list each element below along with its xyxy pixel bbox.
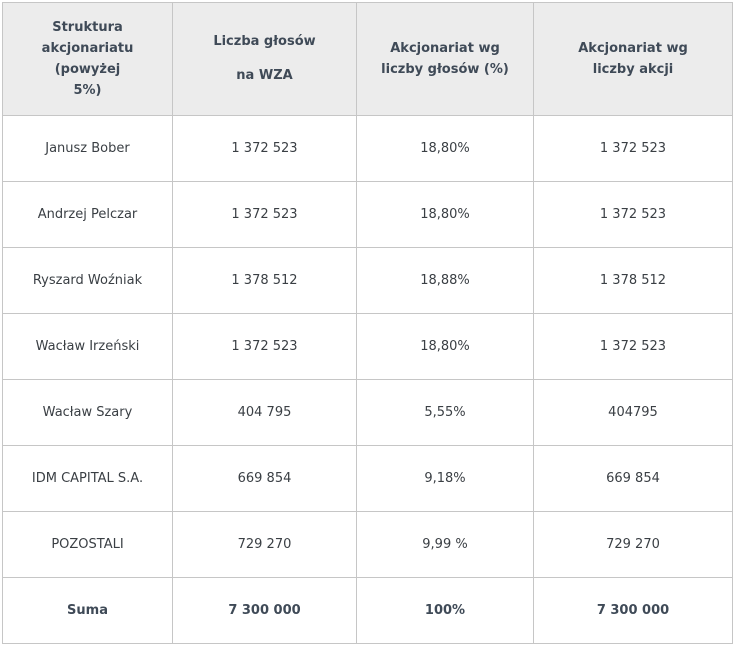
shareholder-name-cell: POZOSTALI: [2, 511, 173, 578]
shares-cell: 404795: [533, 379, 733, 446]
votes-percent-cell: 5,55%: [356, 379, 534, 446]
votes-cell: 1 372 523: [172, 115, 357, 182]
table-row: Ryszard Woźniak 1 378 512 18,88% 1 378 5…: [2, 247, 733, 314]
header-text-line: liczby głosów (%): [381, 62, 509, 77]
votes-percent-cell: 18,80%: [356, 181, 534, 248]
shareholder-name-cell: Wacław Szary: [2, 379, 173, 446]
votes-percent-cell: 18,80%: [356, 115, 534, 182]
votes-cell: 669 854: [172, 445, 357, 512]
shares-cell: 729 270: [533, 511, 733, 578]
table-row: Janusz Bober 1 372 523 18,80% 1 372 523: [2, 115, 733, 182]
votes-percent-cell: 9,18%: [356, 445, 534, 512]
shareholder-name-cell: Janusz Bober: [2, 115, 173, 182]
votes-percent-cell: 18,88%: [356, 247, 534, 314]
shareholder-name-cell: IDM CAPITAL S.A.: [2, 445, 173, 512]
votes-cell: 1 378 512: [172, 247, 357, 314]
header-text-line: liczby akcji: [592, 62, 674, 77]
shareholder-name-cell: Ryszard Woźniak: [2, 247, 173, 314]
table-body: Janusz Bober 1 372 523 18,80% 1 372 523 …: [2, 115, 733, 644]
header-votes-percent: Akcjonariat wg liczby głosów (%): [356, 2, 534, 116]
votes-cell: 729 270: [172, 511, 357, 578]
votes-cell: 404 795: [172, 379, 357, 446]
header-row: Struktura akcjonariatu (powyżej 5%) Licz…: [2, 2, 733, 116]
table-row: Wacław Irzeński 1 372 523 18,80% 1 372 5…: [2, 313, 733, 380]
header-text-line: Akcjonariat wg: [578, 41, 688, 56]
shares-cell: 1 378 512: [533, 247, 733, 314]
header-text-line: 5%): [73, 83, 102, 98]
shares-cell: 1 372 523: [533, 181, 733, 248]
table-row: IDM CAPITAL S.A. 669 854 9,18% 669 854: [2, 445, 733, 512]
header-text-line: Liczba głosów: [213, 34, 316, 49]
table-row: Wacław Szary 404 795 5,55% 404795: [2, 379, 733, 446]
table-row: Andrzej Pelczar 1 372 523 18,80% 1 372 5…: [2, 181, 733, 248]
sum-shares-cell: 7 300 000: [533, 577, 733, 644]
votes-cell: 1 372 523: [172, 181, 357, 248]
votes-percent-cell: 9,99 %: [356, 511, 534, 578]
shareholder-name-cell: Wacław Irzeński: [2, 313, 173, 380]
header-text-line: akcjonariatu (powyżej: [41, 41, 134, 77]
shares-cell: 1 372 523: [533, 313, 733, 380]
votes-percent-cell: 18,80%: [356, 313, 534, 380]
header-text-line: na WZA: [236, 68, 293, 83]
shares-cell: 669 854: [533, 445, 733, 512]
table-header: Struktura akcjonariatu (powyżej 5%) Licz…: [2, 2, 733, 116]
votes-cell: 1 372 523: [172, 313, 357, 380]
header-text-line: Struktura: [52, 20, 123, 35]
sum-votes-percent-cell: 100%: [356, 577, 534, 644]
shares-cell: 1 372 523: [533, 115, 733, 182]
table-row: POZOSTALI 729 270 9,99 % 729 270: [2, 511, 733, 578]
sum-label-cell: Suma: [2, 577, 173, 644]
sum-row: Suma 7 300 000 100% 7 300 000: [2, 577, 733, 644]
header-votes-at-agm: Liczba głosów na WZA: [172, 2, 357, 116]
shareholder-name-cell: Andrzej Pelczar: [2, 181, 173, 248]
header-shares-count: Akcjonariat wg liczby akcji: [533, 2, 733, 116]
sum-votes-cell: 7 300 000: [172, 577, 357, 644]
header-shareholder-structure: Struktura akcjonariatu (powyżej 5%): [2, 2, 173, 116]
header-text-line: Akcjonariat wg: [390, 41, 500, 56]
